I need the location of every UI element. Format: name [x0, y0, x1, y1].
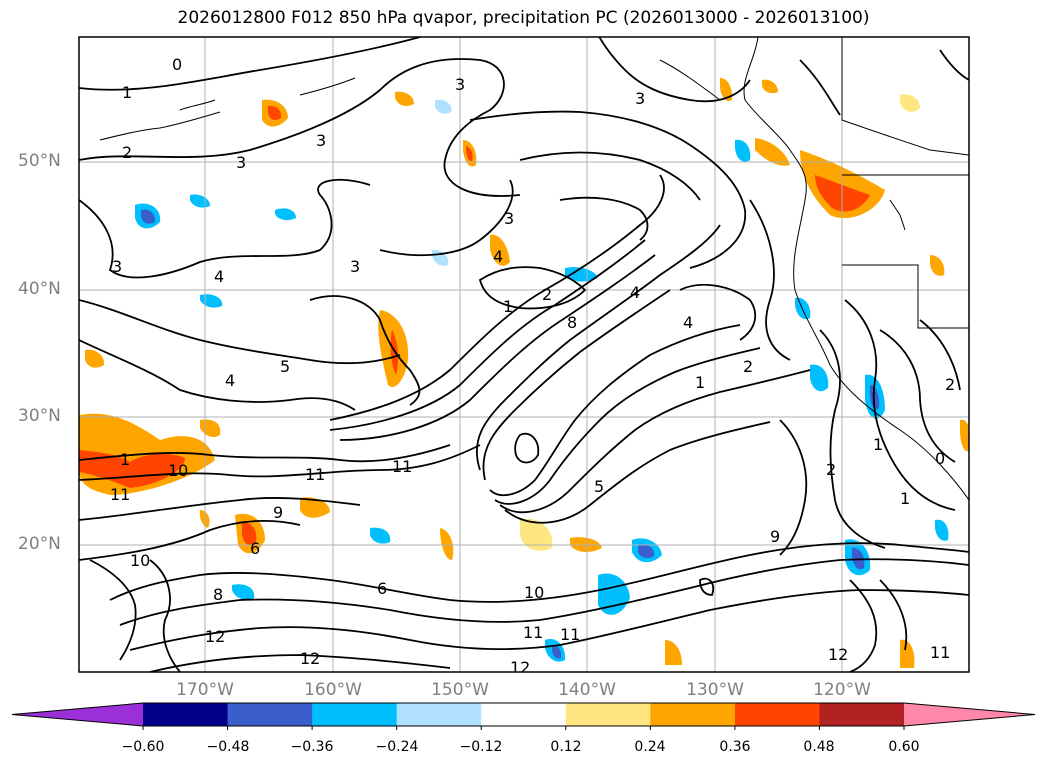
colorbar-tick: −0.60: [121, 739, 165, 755]
colorbar-bin: [227, 703, 313, 726]
contour-label: 2: [743, 357, 753, 376]
contour-label: 1: [873, 435, 883, 454]
contour-label: 4: [225, 371, 235, 390]
contour-label: 3: [350, 257, 360, 276]
lon-label-160w: 160°W: [304, 680, 362, 700]
contour-label: 5: [594, 477, 604, 496]
contour-label: 6: [377, 579, 387, 598]
contour-label: 1: [120, 450, 130, 469]
contour-label: 1: [503, 297, 513, 316]
lat-label-30n: 30°N: [18, 406, 61, 426]
colorbar-tick: −0.36: [290, 739, 334, 755]
map-title: 2026012800 F012 850 hPa qvapor, precipit…: [177, 8, 870, 28]
colorbar-bin: [481, 703, 567, 726]
colorbar-tick: 0.12: [550, 739, 582, 755]
contour-label: 9: [273, 503, 283, 522]
contour-label: 2: [826, 460, 836, 479]
contour-label: 2: [122, 143, 132, 162]
contour-label: 2: [542, 285, 552, 304]
contour-label: 8: [567, 313, 577, 332]
contour-label: 4: [493, 247, 503, 266]
contour-label: 3: [316, 131, 326, 150]
contour-label: 10: [130, 551, 150, 570]
lon-label-120w: 120°W: [813, 680, 871, 700]
contour-label: 11: [930, 643, 950, 662]
contour-label: 12: [205, 627, 225, 646]
colorbar-bin: [396, 703, 482, 726]
plot-area: [79, 37, 969, 672]
contour-label: 3: [635, 89, 645, 108]
colorbar-bin: [734, 703, 820, 726]
colorbar-bin: [565, 703, 651, 726]
colorbar-extend-low: [12, 703, 143, 726]
contour-label: 11: [110, 485, 130, 504]
contour-label: 0: [935, 449, 945, 468]
contour-labels: 0 1 2 3 3 3 3 3 3 3 4 4 4 4 4 5 5 6 6 8 …: [110, 55, 955, 677]
contour-label: 3: [112, 257, 122, 276]
colorbar: [11, 702, 1036, 730]
lat-label-20n: 20°N: [18, 534, 61, 554]
qvapor-contours: [79, 37, 969, 672]
contour-label: 11: [523, 623, 543, 642]
map-contents: 0 1 2 3 3 3 3 3 3 3 4 4 4 4 4 5 5 6 6 8 …: [79, 37, 969, 677]
contour-label: 0: [172, 55, 182, 74]
colorbar-bin: [650, 703, 736, 726]
contour-label: 6: [250, 539, 260, 558]
colorbar-tick: 0.36: [719, 739, 751, 755]
contour-label: 1: [122, 83, 132, 102]
contour-label: 11: [392, 457, 412, 476]
contour-label: 4: [683, 313, 693, 332]
plot-border: [78, 36, 970, 673]
contour-label: 3: [236, 153, 246, 172]
colorbar-tick: −0.48: [206, 739, 250, 755]
contour-label: 1: [695, 373, 705, 392]
contour-label: 9: [770, 527, 780, 546]
colorbar-tick: −0.12: [459, 739, 503, 755]
colorbar-tick: −0.24: [375, 739, 419, 755]
contour-label: 12: [828, 645, 848, 664]
contour-label: 4: [630, 283, 640, 302]
lat-label-40n: 40°N: [18, 279, 61, 299]
colorbar-tick: 0.24: [634, 739, 666, 755]
lon-label-150w: 150°W: [431, 680, 489, 700]
contour-label: 3: [504, 209, 514, 228]
contour-label: 10: [168, 461, 188, 480]
coastlines: [99, 37, 969, 501]
contour-label: 3: [455, 75, 465, 94]
lon-label-140w: 140°W: [558, 680, 616, 700]
contour-label: 12: [510, 658, 530, 677]
colorbar-bin: [312, 703, 398, 726]
colorbar-bin: [143, 703, 229, 726]
lon-label-130w: 130°W: [686, 680, 744, 700]
colorbar-extend-high: [904, 703, 1035, 726]
contour-label: 4: [214, 267, 224, 286]
contour-label: 10: [524, 583, 544, 602]
contour-label: 12: [300, 649, 320, 668]
colorbar-tick: 0.60: [888, 739, 920, 755]
contour-label: 1: [900, 489, 910, 508]
contour-label: 11: [305, 465, 325, 484]
lat-label-50n: 50°N: [18, 151, 61, 171]
colorbar-bin: [819, 703, 905, 726]
colorbar-tick: 0.48: [803, 739, 835, 755]
lon-label-170w: 170°W: [176, 680, 234, 700]
contour-label: 5: [280, 357, 290, 376]
contour-label: 8: [213, 585, 223, 604]
contour-label: 2: [945, 375, 955, 394]
contour-label: 11: [560, 625, 580, 644]
